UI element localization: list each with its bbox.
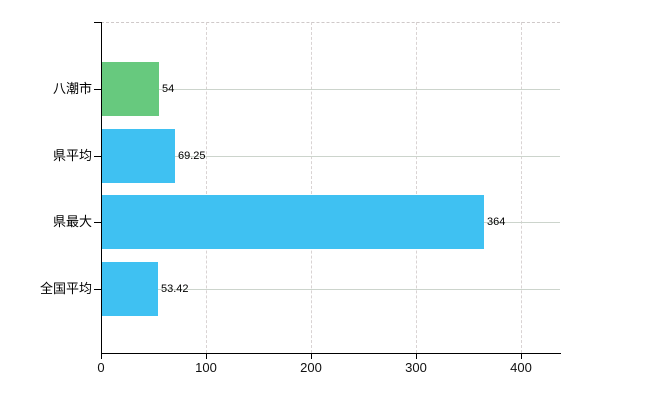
bar-value-label: 364	[487, 216, 506, 228]
x-axis-tick-label: 300	[405, 360, 427, 375]
category-label: 全国平均	[39, 281, 92, 296]
x-axis-tick	[416, 354, 417, 359]
bar-value-label: 54	[162, 83, 175, 95]
y-axis-tick	[94, 156, 101, 157]
y-axis-tick	[94, 289, 101, 290]
category-label: 県最大	[52, 214, 92, 229]
x-axis-tick	[206, 354, 207, 359]
category-label: 八潮市	[52, 81, 92, 96]
bar	[102, 62, 159, 116]
category-label: 県平均	[52, 148, 92, 163]
x-axis-tick-label: 0	[97, 360, 105, 375]
plot-top-border	[101, 22, 560, 23]
x-axis-tick	[101, 354, 102, 359]
y-axis-line	[101, 22, 102, 354]
horizontal-gridline	[102, 289, 560, 290]
vertical-gridline	[416, 22, 417, 353]
bar	[102, 195, 484, 249]
y-axis-tick	[94, 222, 101, 223]
x-axis-tick	[521, 354, 522, 359]
bar	[102, 262, 158, 316]
horizontal-gridline	[102, 156, 560, 157]
bar	[102, 129, 175, 183]
bar-value-label: 53.42	[161, 283, 189, 295]
vertical-gridline	[521, 22, 522, 353]
x-axis-tick-label: 100	[195, 360, 217, 375]
y-axis-top-tick	[94, 22, 101, 23]
x-axis-line	[101, 353, 561, 354]
horizontal-gridline	[102, 89, 560, 90]
vertical-gridline	[311, 22, 312, 353]
vertical-gridline	[206, 22, 207, 353]
bar-value-label: 69.25	[178, 150, 206, 162]
x-axis-tick	[311, 354, 312, 359]
x-axis-tick-label: 200	[300, 360, 322, 375]
y-axis-tick	[94, 89, 101, 90]
x-axis-tick-label: 400	[510, 360, 532, 375]
